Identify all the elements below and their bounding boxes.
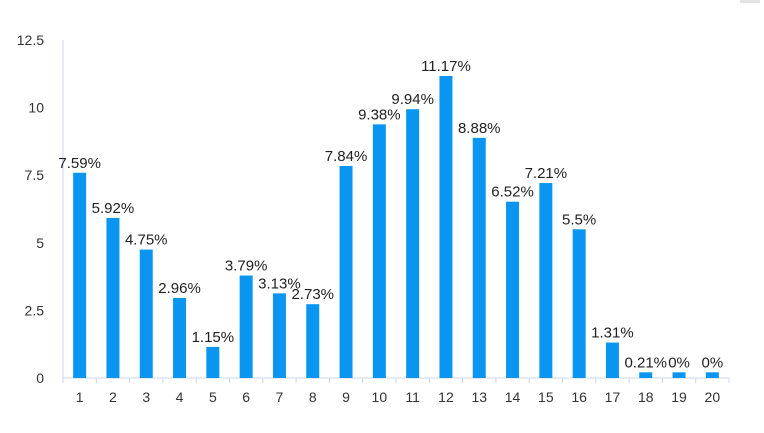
x-tick-label: 10 (372, 389, 388, 405)
x-tick-label: 13 (471, 389, 487, 405)
x-tick-label: 6 (242, 389, 250, 405)
data-label: 9.94% (391, 91, 434, 108)
y-tick-label: 10 (28, 100, 44, 116)
data-label: 11.17% (421, 58, 471, 75)
bar (605, 342, 619, 378)
data-label: 6.52% (491, 184, 534, 201)
data-label: 7.59% (58, 155, 101, 172)
data-label: 9.38% (358, 106, 401, 123)
bar (539, 183, 553, 378)
x-tick-label: 9 (342, 389, 350, 405)
bar (139, 249, 153, 378)
bar (372, 124, 386, 378)
x-tick-label: 7 (276, 389, 284, 405)
x-tick-label: 15 (538, 389, 554, 405)
x-tick-label: 20 (705, 389, 721, 405)
x-tick-label: 18 (638, 389, 654, 405)
bar (306, 304, 320, 378)
bar (472, 137, 486, 378)
bar (639, 372, 653, 378)
x-tick-label: 8 (309, 389, 317, 405)
y-tick-label: 7.5 (25, 167, 45, 183)
bar (73, 172, 87, 378)
x-tick-label: 3 (142, 389, 150, 405)
window-corner-mark (740, 0, 760, 3)
data-label: 0% (668, 354, 690, 371)
x-tick-label: 19 (671, 389, 687, 405)
bar (672, 372, 686, 378)
data-label: 3.79% (225, 258, 268, 275)
bar (705, 372, 719, 378)
data-label: 8.88% (458, 120, 501, 137)
y-tick-label: 2.5 (25, 302, 45, 318)
bar (206, 346, 220, 378)
bar (239, 275, 253, 378)
x-tick-label: 2 (109, 389, 117, 405)
data-label: 0.21% (624, 354, 667, 371)
x-tick-label: 12 (438, 389, 454, 405)
data-label: 3.13% (258, 275, 301, 292)
bar (173, 297, 187, 378)
bars (73, 75, 719, 379)
data-label: 0% (702, 354, 724, 371)
data-label: 5.92% (92, 200, 135, 217)
data-label: 2.73% (291, 286, 334, 303)
y-axis: 0 2.5 5 7.5 10 12.5 (17, 32, 64, 386)
bar (106, 217, 120, 378)
y-tick-label: 5 (36, 235, 44, 251)
x-tick-label: 4 (176, 389, 184, 405)
data-label: 7.84% (325, 148, 368, 165)
data-labels: 7.59% 5.92% 4.75% 2.96% 1.15% 3.79%3.13%2.73%… (58, 58, 723, 371)
data-label: 7.21% (525, 165, 568, 182)
data-label: 4.75% (125, 232, 168, 249)
x-tick-label: 17 (605, 389, 621, 405)
bar (572, 229, 586, 378)
data-label: 1.31% (591, 325, 634, 342)
y-tick-label: 0 (36, 370, 44, 386)
x-tick-label: 1 (76, 389, 84, 405)
y-tick-label: 12.5 (17, 32, 44, 48)
bar (439, 75, 453, 379)
bar (339, 166, 353, 378)
bar (506, 201, 520, 378)
bar (272, 293, 286, 378)
bar (406, 109, 420, 378)
x-tick-label: 16 (571, 389, 587, 405)
x-tick-label: 5 (209, 389, 217, 405)
x-tick-label: 11 (405, 389, 420, 405)
data-label: 1.15% (192, 329, 235, 346)
x-tick-label: 14 (505, 389, 521, 405)
data-label: 2.96% (158, 280, 201, 297)
x-axis: 1 2 3 4 5 6 7 8 9 10 11 12 13 14 15 16 17 18 19 20 (62, 377, 730, 405)
data-label: 5.5% (562, 211, 596, 228)
